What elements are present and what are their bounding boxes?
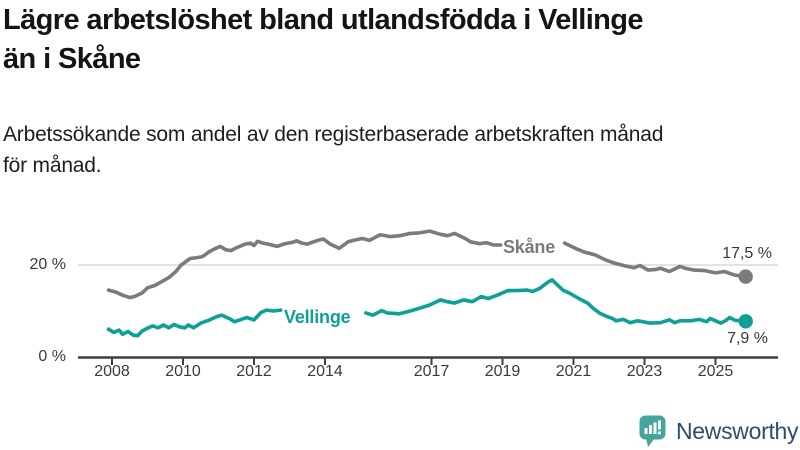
vellinge-line-segment-1 xyxy=(106,308,283,338)
x-axis-label-2010: 2010 xyxy=(165,363,201,380)
chart-subtitle-line2: för månad. xyxy=(3,154,102,177)
y-axis-label-0: 0 % xyxy=(38,348,66,365)
end-value-label-vellinge: 7,9 % xyxy=(727,330,768,347)
newsworthy-logo[interactable]: Newsworthy xyxy=(638,413,799,449)
chart-title-line2: än i Skåne xyxy=(3,43,141,75)
x-axis-label-2017: 2017 xyxy=(413,363,450,380)
x-axis-label-2023: 2023 xyxy=(626,363,663,380)
skne-line-segment-1 xyxy=(106,229,503,300)
skne-line-segment-2 xyxy=(562,241,748,279)
logo-exclamation-bar xyxy=(658,420,661,429)
end-value-label-skane: 17,5 % xyxy=(722,245,772,262)
y-axis-label-20: 20 % xyxy=(29,256,66,273)
chart-subtitle-line1: Arbetssökande som andel av den registerb… xyxy=(3,123,664,146)
x-axis-label-2008: 2008 xyxy=(94,363,130,380)
x-axis-label-2012: 2012 xyxy=(236,363,272,380)
chart-title: Lägre arbetslöshet bland utlandsfödda i … xyxy=(3,1,644,79)
chart-subtitle: Arbetssökande som andel av den registerb… xyxy=(3,119,663,181)
logo-bar-2 xyxy=(649,424,652,434)
logo-bubble-tail xyxy=(646,437,655,447)
newsworthy-logo-text: Newsworthy xyxy=(676,418,799,444)
x-axis-label-2019: 2019 xyxy=(484,363,521,380)
vellinge-end-dot xyxy=(738,314,753,329)
vellinge-line-segment-2 xyxy=(363,278,748,325)
series-label-skane: Skåne xyxy=(503,237,556,257)
x-axis-label-2014: 2014 xyxy=(307,363,343,380)
series-label-vellinge: Vellinge xyxy=(284,307,351,327)
logo-bubble-shape xyxy=(639,415,666,439)
logo-bar-1 xyxy=(644,427,648,434)
skne-end-dot xyxy=(738,269,753,284)
x-axis-label-2021: 2021 xyxy=(555,363,592,380)
chart-title-line1: Lägre arbetslöshet bland utlandsfödda i … xyxy=(3,4,644,36)
logo-bar-3 xyxy=(653,422,657,434)
logo-exclamation-dot xyxy=(658,431,661,434)
newsworthy-logo-icon xyxy=(639,415,666,447)
x-axis-label-2025: 2025 xyxy=(697,363,734,380)
